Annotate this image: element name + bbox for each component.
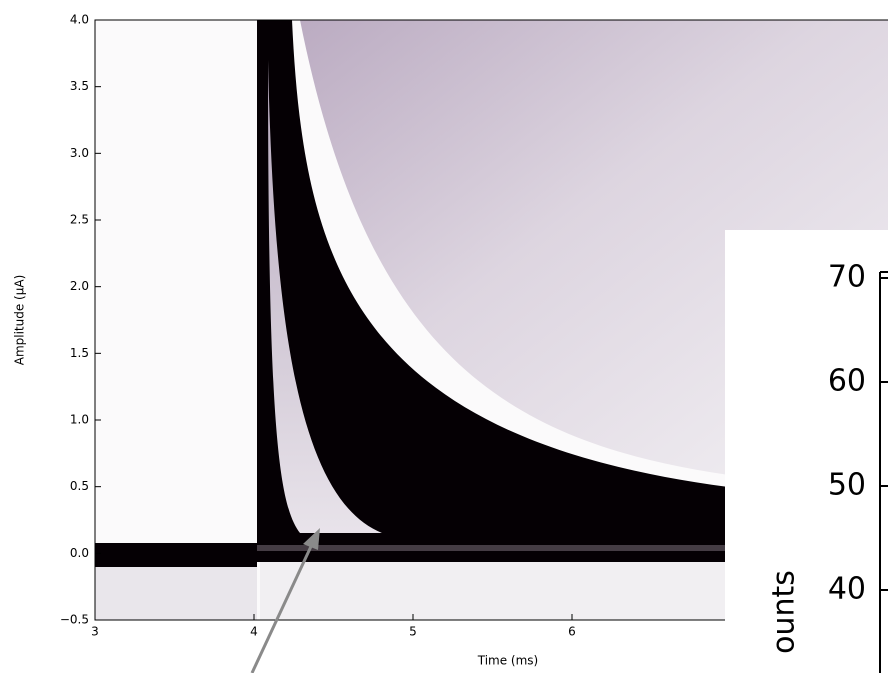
y-tick-label: 1.0 [70, 413, 89, 427]
y-tick-label: −0.5 [60, 613, 89, 627]
page: {"chart_data": [ {"type": "density", "xl… [0, 0, 888, 673]
y-tick-label: 2.0 [70, 279, 89, 293]
y-tick-label: 1.5 [70, 346, 89, 360]
x-tick-label: 3 [91, 625, 99, 639]
y-tick-label: 0.5 [70, 479, 89, 493]
y-tick-label: 4.0 [70, 13, 89, 27]
y-tick-label: 2.5 [70, 213, 89, 227]
baseline-band [95, 543, 257, 567]
y-tick-label: 70 [828, 260, 866, 295]
x-tick-label: 6 [568, 625, 576, 639]
inset-y-axis-label: ounts [767, 570, 802, 654]
figure: Time (ms) Amplitude (μA) 3 4 5 6 −0.5 0.0 0.5 1… [0, 0, 888, 673]
y-tick-label: 40 [828, 572, 866, 607]
x-tick-label: 5 [409, 625, 417, 639]
y-tick-label: 3.5 [70, 79, 89, 93]
y-axis-label: Amplitude (μA) [13, 275, 27, 366]
inset-panel [725, 230, 888, 673]
x-axis-label: Time (ms) [477, 654, 539, 668]
x-tick-label: 4 [250, 625, 258, 639]
y-tick-label: 50 [828, 468, 866, 503]
baseline-haze [95, 567, 257, 620]
y-tick-label: 60 [828, 364, 866, 399]
y-tick-label: 3.0 [70, 146, 89, 160]
y-tick-label: 0.0 [70, 546, 89, 560]
